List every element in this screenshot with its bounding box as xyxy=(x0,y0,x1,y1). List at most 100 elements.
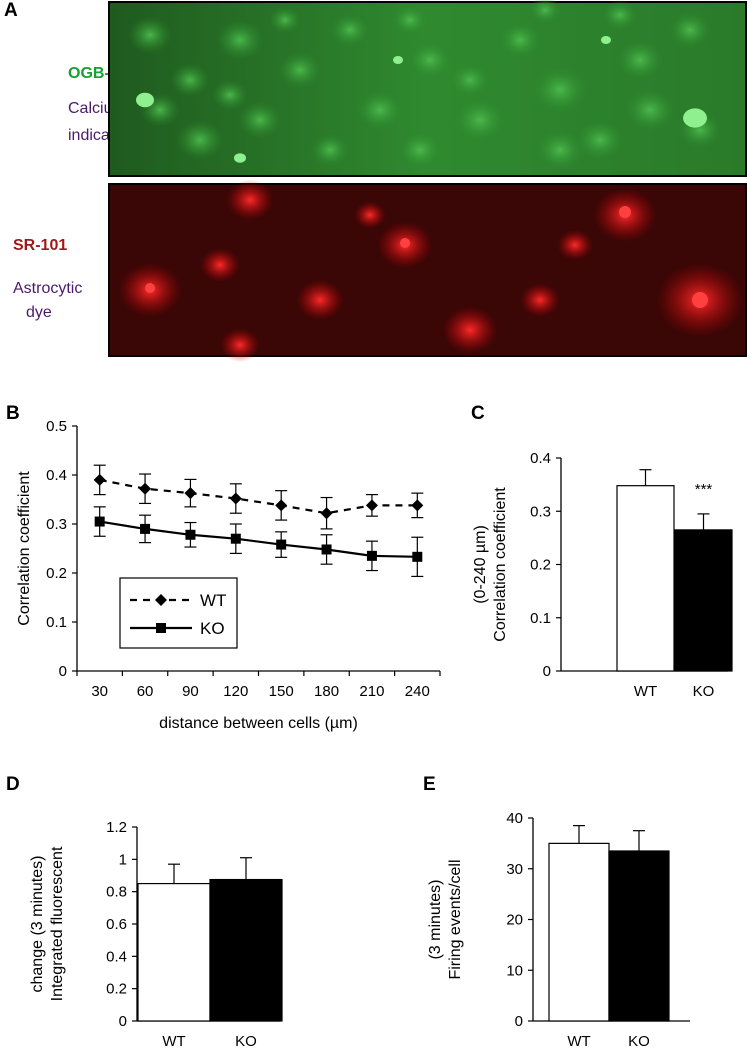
astrocyte-soma xyxy=(145,283,155,293)
chart-d: 0 0.2 0.4 0.6 0.8 1 1.2 WT KO Integrated fluoresc… xyxy=(29,819,283,1050)
green-cell xyxy=(616,39,664,81)
chart-b-series-line-wt xyxy=(99,478,418,515)
green-cell xyxy=(269,6,301,34)
chart-b-x-tick-label: 150 xyxy=(269,683,294,700)
chart-c-significance-marker: *** xyxy=(695,481,713,498)
chart-e-x-tick-label: WT xyxy=(567,1033,590,1050)
green-cell xyxy=(576,119,624,161)
green-cell xyxy=(170,63,210,97)
chart-d-y-tick-label: 0 xyxy=(119,1013,127,1030)
chart-b-x-tick-label: 60 xyxy=(137,683,154,700)
chart-c-y-tick-label: 0 xyxy=(543,663,551,680)
chart-b-point-wt xyxy=(93,473,106,486)
chart-b-y-tick-label: 0.3 xyxy=(46,516,67,533)
calcium-indicator-image xyxy=(108,0,747,177)
chart-b-legend-label: WT xyxy=(200,591,226,610)
chart-d-y-tick-label: 0.2 xyxy=(106,981,127,998)
chart-e-bar-wt xyxy=(548,842,610,1022)
chart-d-y-tick-label: 0.6 xyxy=(106,916,127,933)
chart-b-legend-marker xyxy=(155,594,167,606)
green-bright-cell xyxy=(683,108,707,128)
panel-a-letter: A xyxy=(4,0,18,21)
green-cell xyxy=(238,101,282,139)
green-bright-cell xyxy=(601,36,611,44)
green-cell xyxy=(532,66,588,114)
astrocyte-soma xyxy=(619,206,631,218)
chart-b-y-tick-label: 0.4 xyxy=(46,467,67,484)
astrocyte-cell xyxy=(296,279,344,321)
chart-b-x-tick-label: 120 xyxy=(223,683,248,700)
chart-b-legend-box xyxy=(119,577,238,649)
chart-d-y-tick-label: 1.2 xyxy=(106,819,127,836)
chart-b-point-wt xyxy=(365,499,378,512)
chart-b-point-ko xyxy=(140,523,151,534)
chart-c-y-tick-label: 0.2 xyxy=(530,557,551,574)
chart-e-y-axis-label: Firing events/cell xyxy=(447,859,464,979)
chart-b-point-wt xyxy=(275,499,288,512)
astrocyte-cell xyxy=(442,306,498,354)
astrocyte-soma xyxy=(400,238,410,248)
chart-b-point-wt xyxy=(139,482,152,495)
chart-d-bar-wt xyxy=(137,882,211,1022)
astrocyte-cell xyxy=(354,201,386,229)
chart-b-x-tick-label: 240 xyxy=(405,683,430,700)
green-bright-cell xyxy=(234,153,246,163)
ogb1-label: OGB-1 xyxy=(68,65,119,82)
green-cell xyxy=(128,16,172,54)
chart-b-y-tick-label: 0.2 xyxy=(46,565,67,582)
chart-c-y-tick-label: 0.1 xyxy=(530,610,551,627)
green-cell xyxy=(216,19,264,61)
green-cell xyxy=(624,87,676,133)
chart-b: 0 0.1 0.2 0.3 0.4 0.5 30 60 90 120 150 180 210 240 dis… xyxy=(16,418,441,732)
chart-c-y-axis-label: Correlation coefficient xyxy=(492,487,509,642)
chart-c-y-tick-label: 0.4 xyxy=(530,450,551,467)
green-cell xyxy=(668,11,712,49)
chart-d-y-tick-label: 0.4 xyxy=(106,948,127,965)
chart-b-y-tick-label: 0.5 xyxy=(46,418,67,435)
green-cell xyxy=(398,131,442,169)
chart-b-point-wt xyxy=(229,492,242,505)
chart-e-y-tick-label: 10 xyxy=(506,962,523,979)
green-cell xyxy=(529,0,561,24)
panel-c-letter: C xyxy=(471,403,485,424)
green-cell xyxy=(176,119,224,161)
chart-e-x-tick-label: KO xyxy=(628,1033,650,1050)
green-cell xyxy=(278,51,322,89)
chart-b-x-tick-label: 210 xyxy=(359,683,384,700)
green-cell xyxy=(450,63,490,97)
chart-b-y-tick-label: 0.1 xyxy=(46,614,67,631)
chart-b-legend-label: KO xyxy=(200,619,225,638)
chart-b-series-line-ko xyxy=(99,520,418,558)
green-cell xyxy=(392,4,428,36)
chart-e-y-axis-label: (3 minutes) xyxy=(427,879,444,959)
panel-b-letter: B xyxy=(6,403,20,424)
chart-b-point-ko xyxy=(94,516,105,527)
panel-e-letter: E xyxy=(423,774,436,795)
chart-b-point-ko xyxy=(412,551,423,562)
green-cell xyxy=(454,97,506,143)
chart-e-y-tick-label: 0 xyxy=(515,1013,523,1030)
chart-c-x-tick-label: KO xyxy=(693,683,715,700)
panel-d-letter: D xyxy=(6,774,20,795)
chart-b-y-tick-label: 0 xyxy=(59,663,67,680)
chart-d-y-axis-label: change (3 minutes) xyxy=(29,856,46,993)
green-bright-cell xyxy=(136,92,154,108)
chart-c-y-tick-label: 0.3 xyxy=(530,503,551,520)
green-cell xyxy=(310,133,350,167)
chart-c-x-tick-label: WT xyxy=(634,683,657,700)
sr101-desc-line2: dye xyxy=(26,304,52,321)
green-cell xyxy=(212,79,248,111)
sr101-desc-line1: Astrocytic xyxy=(13,280,82,297)
green-cell xyxy=(330,13,370,47)
chart-e-y-tick-label: 40 xyxy=(506,810,523,827)
astrocyte-cell xyxy=(557,229,593,261)
chart-b-point-wt xyxy=(411,499,424,512)
chart-b-legend-marker xyxy=(156,623,166,633)
sr101-label: SR-101 xyxy=(13,237,67,254)
chart-b-y-axis-label: Correlation coefficient xyxy=(16,471,33,626)
chart-b-point-ko xyxy=(366,550,377,561)
astrocyte-cell xyxy=(226,179,274,221)
chart-d-y-tick-label: 1 xyxy=(119,851,127,868)
astrocyte-soma xyxy=(692,292,708,308)
chart-e-y-tick-label: 30 xyxy=(506,861,523,878)
